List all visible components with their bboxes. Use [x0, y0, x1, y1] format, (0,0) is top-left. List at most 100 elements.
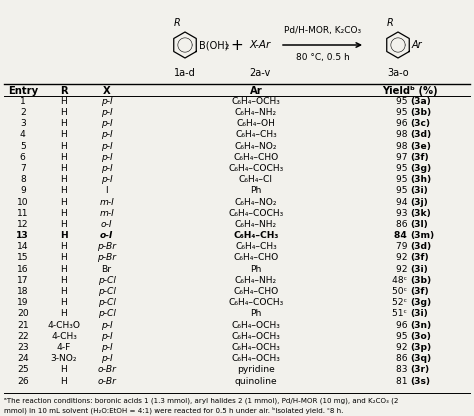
- Text: 18: 18: [17, 287, 28, 296]
- Text: quinoline: quinoline: [235, 376, 277, 386]
- Text: 26: 26: [17, 376, 28, 386]
- Text: 11: 11: [17, 209, 28, 218]
- Text: 19: 19: [17, 298, 28, 307]
- Text: 15: 15: [17, 253, 28, 262]
- Text: 81: 81: [396, 376, 410, 386]
- Text: 14: 14: [17, 242, 28, 251]
- Text: 48ᶜ: 48ᶜ: [392, 276, 410, 285]
- Text: Ph: Ph: [250, 310, 262, 318]
- Text: 10: 10: [17, 198, 28, 206]
- Text: Pd/H-MOR, K₂CO₃: Pd/H-MOR, K₂CO₃: [284, 26, 361, 35]
- Text: (3b): (3b): [410, 108, 431, 117]
- Text: 4-F: 4-F: [57, 343, 71, 352]
- Text: C₆H₄–OCH₃: C₆H₄–OCH₃: [231, 321, 281, 329]
- Text: R: R: [387, 18, 393, 28]
- Text: B(OH): B(OH): [199, 40, 228, 50]
- Text: H: H: [61, 175, 67, 184]
- Text: H: H: [60, 231, 68, 240]
- Text: (3h): (3h): [410, 175, 431, 184]
- Text: (3o): (3o): [410, 332, 431, 341]
- Text: 96: 96: [395, 119, 410, 128]
- Text: (3i): (3i): [410, 310, 428, 318]
- Text: (3b): (3b): [410, 276, 431, 285]
- Text: (3a): (3a): [410, 97, 431, 106]
- Text: 24: 24: [17, 354, 28, 363]
- Text: (3k): (3k): [410, 209, 431, 218]
- Text: H: H: [61, 265, 67, 274]
- Text: p-Cl: p-Cl: [98, 276, 116, 285]
- Text: 2: 2: [225, 44, 229, 50]
- Text: o-I: o-I: [100, 231, 113, 240]
- Text: p-I: p-I: [101, 130, 112, 139]
- Text: 13: 13: [17, 231, 29, 240]
- Text: H: H: [61, 310, 67, 318]
- Text: (3p): (3p): [410, 343, 431, 352]
- Text: p-I: p-I: [101, 153, 112, 162]
- Text: (3f): (3f): [410, 153, 428, 162]
- Text: H: H: [61, 242, 67, 251]
- Text: p-I: p-I: [101, 343, 112, 352]
- Text: C₆H₄–Cl: C₆H₄–Cl: [239, 175, 273, 184]
- Text: C₆H₄–NO₂: C₆H₄–NO₂: [235, 198, 277, 206]
- Text: (3s): (3s): [410, 376, 430, 386]
- Text: (3e): (3e): [410, 141, 431, 151]
- Text: C₆H₄–OCH₃: C₆H₄–OCH₃: [231, 343, 281, 352]
- Text: (3g): (3g): [410, 298, 431, 307]
- Text: o-Br: o-Br: [97, 365, 116, 374]
- Text: (3j): (3j): [410, 198, 428, 206]
- Text: H: H: [61, 108, 67, 117]
- Text: mmol) in 10 mL solvent (H₂O:EtOH = 4:1) were reacted for 0.5 h under air. ᵇIsola: mmol) in 10 mL solvent (H₂O:EtOH = 4:1) …: [4, 407, 343, 414]
- Text: H: H: [61, 186, 67, 196]
- Text: p-I: p-I: [101, 97, 112, 106]
- Text: p-I: p-I: [101, 164, 112, 173]
- Text: 4-CH₃: 4-CH₃: [51, 332, 77, 341]
- Text: p-Br: p-Br: [97, 253, 116, 262]
- Text: 86: 86: [395, 354, 410, 363]
- Text: H: H: [61, 287, 67, 296]
- Text: C₆H₄–NO₂: C₆H₄–NO₂: [235, 141, 277, 151]
- Text: 5: 5: [20, 141, 26, 151]
- Text: H: H: [61, 97, 67, 106]
- Text: C₆H₄–COCH₃: C₆H₄–COCH₃: [228, 164, 283, 173]
- Text: p-I: p-I: [101, 354, 112, 363]
- Text: p-I: p-I: [101, 141, 112, 151]
- Text: C₆H₄–CH₃: C₆H₄–CH₃: [235, 242, 277, 251]
- Text: 80 °C, 0.5 h: 80 °C, 0.5 h: [296, 53, 349, 62]
- Text: H: H: [61, 276, 67, 285]
- Text: 50ᶜ: 50ᶜ: [392, 287, 410, 296]
- Text: +: +: [231, 37, 243, 52]
- Text: 79: 79: [396, 242, 410, 251]
- Text: (3m): (3m): [410, 231, 434, 240]
- Text: H: H: [61, 209, 67, 218]
- Text: C₆H₄–OCH₃: C₆H₄–OCH₃: [231, 97, 281, 106]
- Text: 94: 94: [395, 198, 410, 206]
- Text: X-Ar: X-Ar: [249, 40, 271, 50]
- Text: 4: 4: [20, 130, 26, 139]
- Text: (3r): (3r): [410, 365, 429, 374]
- Text: 3: 3: [20, 119, 26, 128]
- Text: R: R: [174, 18, 181, 28]
- Text: 95: 95: [396, 332, 410, 341]
- Text: p-Cl: p-Cl: [98, 287, 116, 296]
- Text: 21: 21: [17, 321, 28, 329]
- Text: 4-CH₃O: 4-CH₃O: [47, 321, 81, 329]
- Text: 92: 92: [395, 343, 410, 352]
- Text: (3f): (3f): [410, 287, 428, 296]
- Text: 98: 98: [396, 141, 410, 151]
- Text: C₆H₄–CHO: C₆H₄–CHO: [233, 153, 279, 162]
- Text: H: H: [61, 253, 67, 262]
- Text: H: H: [61, 153, 67, 162]
- Text: 9: 9: [20, 186, 26, 196]
- Text: (3n): (3n): [410, 321, 431, 329]
- Text: Br: Br: [101, 265, 112, 274]
- Text: 83: 83: [396, 365, 410, 374]
- Text: 98: 98: [396, 130, 410, 139]
- Text: Ar: Ar: [250, 86, 262, 96]
- Text: Yieldᵇ (%): Yieldᵇ (%): [382, 86, 438, 96]
- Text: C₆H₄–COCH₃: C₆H₄–COCH₃: [228, 209, 283, 218]
- Text: C₆H₄–CHO: C₆H₄–CHO: [233, 253, 279, 262]
- Text: C₆H₄–COCH₃: C₆H₄–COCH₃: [228, 298, 283, 307]
- Text: C₆H₄–CH₃: C₆H₄–CH₃: [233, 231, 279, 240]
- Text: Ph: Ph: [250, 186, 262, 196]
- Text: 12: 12: [17, 220, 28, 229]
